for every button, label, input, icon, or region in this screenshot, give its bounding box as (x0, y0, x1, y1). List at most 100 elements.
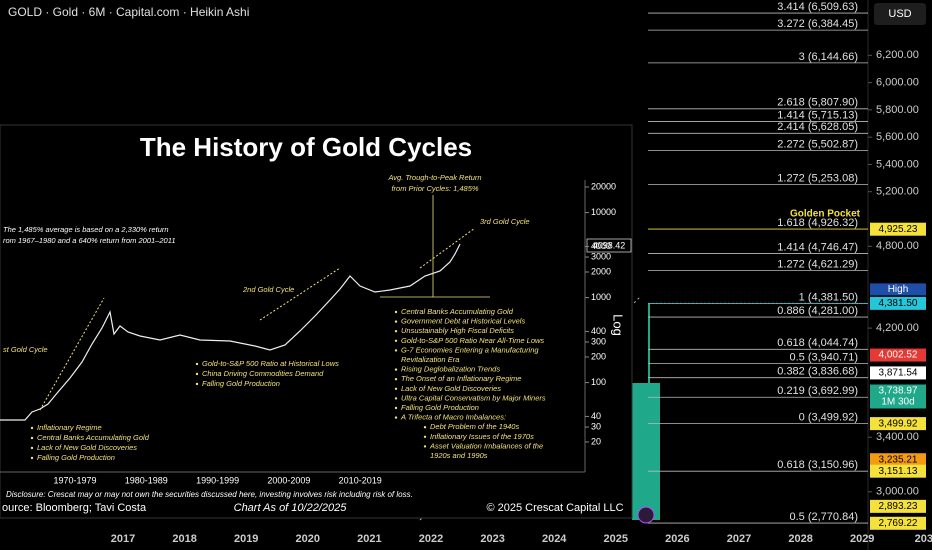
price-tag-label: 3,738.97 (879, 386, 918, 397)
price-label: 6,000.00 (876, 77, 919, 89)
inset-tick-label: 400 (591, 326, 606, 336)
bullet-text: Gold-to-S&P 500 Ratio Near All-Time Lows (401, 336, 544, 345)
inset-tick-label: 30 (591, 421, 601, 431)
price-label: 3,400.00 (876, 431, 919, 443)
price-tag-label: 4,002.52 (879, 350, 918, 361)
bullet (394, 339, 398, 342)
price-label: 5,800.00 (876, 104, 919, 116)
scale-label: Log (611, 314, 626, 336)
bullet-text: Government Debt at Historical Levels (401, 317, 525, 326)
bullet (394, 330, 398, 333)
inset-tick-label: 300 (591, 336, 606, 346)
bullet-text: Lack of New Gold Discoveries (37, 443, 137, 452)
bullet-text: Unsustainably High Fiscal Deficits (401, 326, 514, 335)
price-label: 5,400.00 (876, 158, 919, 170)
bullet-text: Rising Deglobalization Trends (401, 365, 500, 374)
price-label: 4,800.00 (876, 240, 919, 252)
bullet (394, 397, 398, 400)
inset-tick-label: 20 (591, 436, 601, 446)
bullet-text: Falling Gold Production (37, 453, 115, 462)
app-icon[interactable] (637, 506, 655, 524)
time-label: 203 (915, 533, 932, 545)
fib-label: 3.272 (6,384.45) (777, 18, 858, 30)
bullet-text: Central Banks Accumulating Gold (37, 433, 150, 442)
bullet (195, 372, 199, 376)
inset-tick-label: 40 (591, 411, 601, 421)
fib-label: 2.272 (5,502.87) (777, 138, 858, 150)
bullet (394, 368, 398, 371)
copyright: © 2025 Crescat Capital LLC (486, 502, 623, 514)
price-tag (870, 516, 926, 530)
price-tag-label: 3,871.54 (879, 368, 918, 379)
bullet (30, 456, 34, 460)
price-tag (870, 417, 926, 431)
price-tag (870, 499, 926, 513)
inset-tick-label: 2000 (591, 266, 611, 276)
bullet-text: Asset Valuation Imbalances of the (429, 441, 543, 450)
bullet (195, 362, 199, 366)
bullet (30, 446, 34, 450)
currency: USD (888, 8, 911, 20)
inset-tick-label: 200 (591, 351, 606, 361)
bullet-text: A Trifecta of Macro Imbalances: (400, 413, 506, 422)
fib-label: 3 (6,144.66) (799, 51, 858, 63)
note: rom 1967–1980 and a 640% return from 200… (3, 236, 176, 245)
inset-frame (0, 124, 633, 519)
currency-button[interactable] (874, 3, 926, 25)
note: The 1,485% average is based on a 2,330% … (3, 225, 169, 234)
bullet (394, 416, 398, 419)
fib-label: 1.414 (5,715.13) (777, 109, 858, 121)
time-label: 2020 (296, 533, 320, 545)
bullet-text: Falling Gold Production (202, 379, 280, 388)
price-label: 5,200.00 (876, 186, 919, 198)
cycle-label: 3rd Gold Cycle (480, 217, 530, 226)
bullet (423, 435, 427, 438)
bullet (423, 426, 427, 429)
bullet (394, 406, 398, 410)
last-price: 4098.42 (593, 240, 626, 250)
price-tag (870, 348, 926, 362)
price-label: 6,200.00 (876, 49, 919, 61)
inset-title: The History of Gold Cycles (140, 132, 472, 162)
bullet (394, 387, 398, 390)
main-chart: 6,200.00 6,000.00 5,800.00 5,600.00 5,400.00… (111, 1, 932, 545)
bullet-text: Inflationary Issues of the 1970s (430, 432, 534, 441)
fib-label: 3.414 (6,509.63) (777, 1, 858, 13)
bullet-text: Revitalization Era (401, 355, 459, 364)
fib-label: 1.618 (4,926.32) (777, 217, 858, 229)
time-label: 2028 (788, 533, 812, 545)
bullet-text: Ultra Capital Conservatism by Major Mine… (401, 393, 546, 402)
decade-label: 2010-2019 (339, 475, 382, 485)
avg-return: from Prior Cycles: 1,485% (391, 184, 478, 193)
bullet-text: Gold-to-S&P 500 Ratio at Historical Lows (202, 359, 339, 368)
price-tag-label: 2,893.23 (879, 501, 918, 512)
inset-tick-label: 10000 (591, 207, 616, 217)
price-tag-label: 3,499.92 (879, 418, 918, 429)
bullet-text: Falling Gold Production (401, 403, 479, 412)
bullet (394, 310, 398, 314)
fib-label: 1.272 (5,253.08) (777, 172, 858, 184)
fib-label: 0.618 (4,044.74) (777, 337, 858, 349)
bullet (394, 320, 398, 323)
golden-pocket: Golden Pocket (790, 209, 861, 220)
bullet-text: The Onset of an Inflationary Regime (401, 374, 521, 383)
disclosure: Disclosure: Crescat may or may not own t… (6, 490, 413, 499)
gold-price-line (0, 243, 461, 421)
fib-label: 0.618 (3,150.96) (777, 459, 858, 471)
decade-label: 1980-1989 (125, 475, 168, 485)
source: ource: Bloomberg; Tavi Costa (2, 502, 147, 514)
symbol-title: GOLD · Gold · 6M · Capital.com · Heikin … (8, 5, 249, 19)
bullet-text: G-7 Economies Entering a Manufacturing (401, 345, 539, 354)
price-tag (870, 366, 926, 380)
price-label: 5,600.00 (876, 131, 919, 143)
bullet-text: Central Banks Accumulating Gold (401, 307, 514, 316)
avg-return: Avg. Trough-to-Peak Return (387, 173, 481, 182)
price-tag (870, 464, 926, 478)
bullet-text: Debt Problem of the 1940s (430, 422, 519, 431)
bullet (394, 378, 398, 381)
candle (632, 383, 660, 520)
fib-label: 0.5 (2,770.84) (790, 511, 859, 523)
time-label: 2022 (419, 533, 443, 545)
price-label: 3,000.00 (876, 486, 919, 498)
bullet (394, 349, 398, 352)
